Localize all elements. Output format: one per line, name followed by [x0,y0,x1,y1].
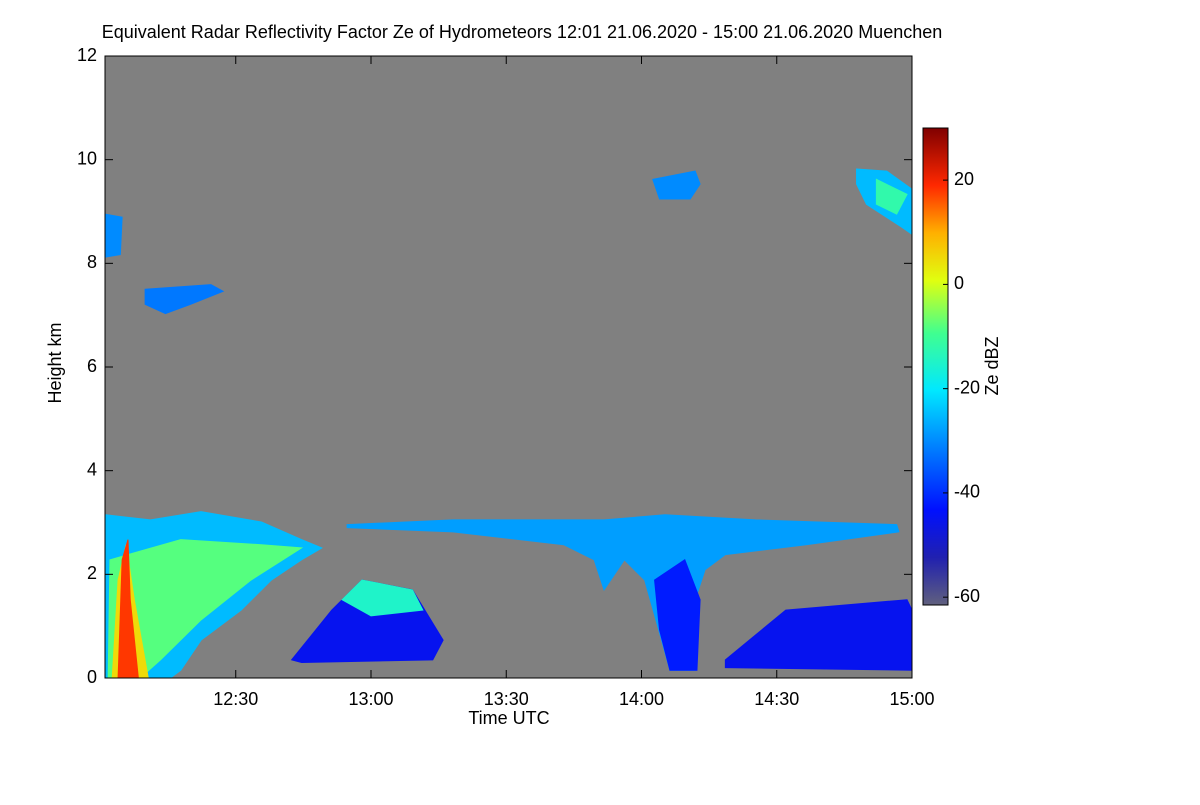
echo-region [104,213,123,258]
x-tick-label: 13:00 [348,689,393,709]
echo-region [875,178,908,215]
colorbar-tick-label: -60 [954,586,980,606]
echo-region [654,559,701,671]
colorbar-tick-label: 20 [954,169,974,189]
colorbar-label: Ze dBZ [982,336,1002,395]
x-tick-label: 12:30 [213,689,258,709]
y-tick-label: 8 [87,252,97,272]
y-tick-label: 4 [87,459,97,479]
x-tick-label: 15:00 [889,689,934,709]
colorbar-tick-label: -20 [954,377,980,397]
colorbar-tick-label: 0 [954,273,964,293]
x-axis-label: Time UTC [468,708,549,728]
y-tick-label: 2 [87,563,97,583]
echo-region [341,579,424,617]
echo-region [107,539,304,679]
echo-region [652,170,701,200]
colorbar [922,127,949,606]
y-tick-label: 10 [77,148,97,168]
x-tick-label: 13:30 [484,689,529,709]
x-tick-label: 14:30 [754,689,799,709]
chart-title: Equivalent Radar Reflectivity Factor Ze … [102,22,943,42]
y-tick-label: 0 [87,667,97,687]
y-tick-label: 6 [87,356,97,376]
echo-region [144,284,225,315]
colorbar-tick-label: -40 [954,482,980,502]
y-axis-label: Height km [45,322,65,403]
y-tick-label: 12 [77,45,97,65]
x-tick-label: 14:00 [619,689,664,709]
